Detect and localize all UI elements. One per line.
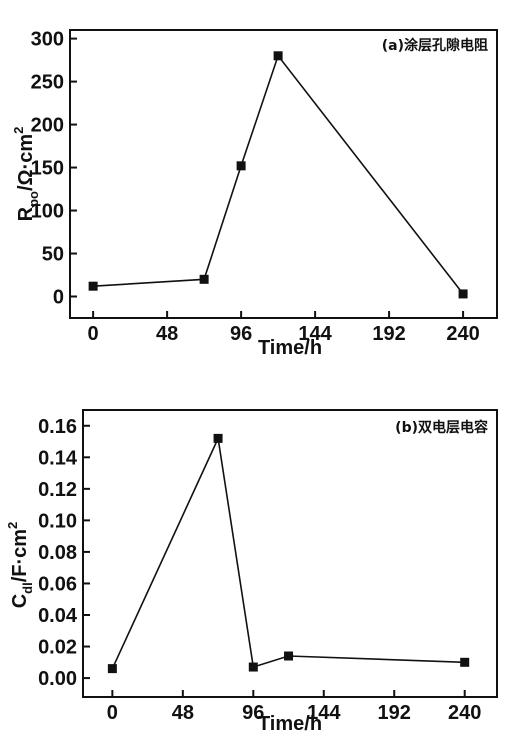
panel-b-data-point	[107, 664, 117, 674]
panel-a-x-tick-label: 96	[230, 323, 252, 345]
panel-a-data-point	[88, 281, 98, 291]
panel-a-x-axis-label: Time/h	[258, 337, 322, 359]
panel-a-y-label-rest: /Ω·cm	[15, 134, 37, 191]
panel-a-data-point	[458, 289, 468, 299]
panel-b-y-label-sub: dl	[20, 582, 35, 594]
panel-b-x-tick-label: 192	[378, 702, 411, 724]
panel-a-x-tick-label: 48	[156, 323, 178, 345]
panel-b-y-label-sup: 2	[5, 522, 20, 529]
panel-a-y-tick-label: 300	[31, 29, 64, 51]
panel-a-x-tick-label: 192	[372, 323, 405, 345]
panel-a-x-tick-label: 240	[446, 323, 479, 345]
panel-a-x-ticks: 0 48 96 144 192 240	[88, 311, 480, 345]
panel-b-x-tick-label: 0	[107, 702, 118, 724]
panel-b-x-axis-label: Time/h	[258, 713, 322, 735]
panel-b-x-tick-label: 240	[448, 702, 481, 724]
panel-a-x-tick-label: 144	[298, 323, 332, 345]
panel-a-y-tick-label: 100	[31, 201, 64, 223]
panel-a-y-tick-label: 150	[31, 158, 64, 180]
panel-b-y-tick-label: 0.02	[38, 637, 77, 659]
panel-a-data-point	[199, 274, 209, 284]
panel-a-y-label-main: R	[15, 206, 37, 221]
panel-b-x-tick-label: 48	[172, 702, 194, 724]
panel-b-y-ticks: 0.00 0.02 0.04 0.06 0.08 0.10 0.12 0.14 0.16	[38, 416, 90, 690]
panel-a-series	[88, 51, 468, 299]
panel-a-y-tick-label: 200	[31, 115, 64, 137]
panel-b-frame	[82, 409, 498, 698]
panel-a-x-tick-label: 0	[88, 323, 99, 345]
panel-b-data-point	[460, 657, 470, 667]
panel-b-y-tick-label: 0.16	[38, 416, 77, 438]
panel-b-annotation: (b)双电层电容	[395, 419, 488, 436]
panel-b-data-point	[284, 651, 294, 661]
panel-a: (a)涂层孔隙电阻 0 50 100 150 200 250 300 0 48 96 144 192…	[11, 29, 498, 359]
panel-a-annotation: (a)涂层孔隙电阻	[382, 37, 488, 54]
panel-a-data-point	[236, 161, 246, 171]
panel-a-series-line	[93, 54, 464, 295]
panel-a-y-tick-label: 50	[42, 244, 64, 266]
panel-b-y-tick-label: 0.04	[38, 605, 78, 627]
panel-b-y-tick-label: 0.08	[38, 542, 77, 564]
panel-b-x-ticks: 0 48 96 144 192 240	[107, 690, 481, 724]
panel-a-y-tick-label: 250	[31, 72, 64, 94]
panel-b-y-tick-label: 0.14	[38, 447, 78, 469]
panel-a-y-label-sup: 2	[11, 127, 26, 134]
panel-b-y-tick-label: 0.10	[38, 510, 77, 532]
panel-b-series-line	[111, 435, 465, 669]
panel-b-x-tick-label: 144	[307, 702, 341, 724]
panel-b-data-point	[248, 662, 258, 672]
panel-a-frame	[69, 29, 498, 319]
panel-b-series	[107, 433, 470, 674]
panel-a-y-tick-label: 0	[53, 287, 64, 309]
panel-b-data-point	[213, 433, 223, 443]
panel-b: (b)双电层电容 0.00 0.02 0.04 0.06 0.08 0.10 0.12 0.1…	[5, 409, 498, 735]
panel-b-y-label-main: C	[9, 594, 31, 608]
panel-b-y-tick-label: 0.12	[38, 479, 77, 501]
panel-b-y-tick-label: 0.00	[38, 668, 77, 690]
panel-b-y-tick-label: 0.06	[38, 573, 77, 595]
panel-b-y-axis-label: Cdl/F·cm2	[5, 522, 35, 609]
panel-a-y-ticks: 0 50 100 150 200 250 300	[31, 29, 77, 309]
panel-a-data-point	[273, 51, 283, 61]
panel-b-y-label-rest: /F·cm	[9, 529, 31, 582]
panel-a-y-axis-label: Rpo/Ω·cm2	[11, 127, 41, 222]
panel-b-x-tick-label: 96	[242, 702, 264, 724]
panel-a-y-label-sub: po	[26, 191, 41, 207]
